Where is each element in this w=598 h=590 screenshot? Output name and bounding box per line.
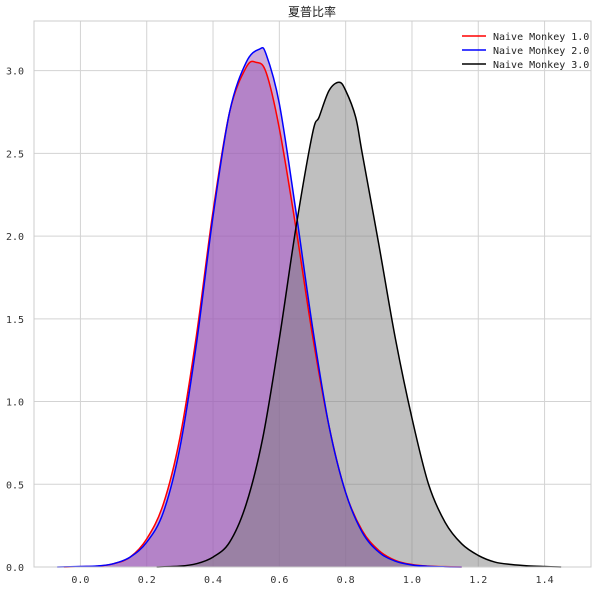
y-tick-label: 0.5 xyxy=(6,480,24,491)
plot-frame xyxy=(33,20,592,568)
legend-label: Naive Monkey 2.0 xyxy=(493,46,589,57)
density-fills xyxy=(57,47,562,567)
x-tick-label: 0.4 xyxy=(204,575,222,586)
series-2-line xyxy=(57,46,462,568)
density-lines xyxy=(57,46,562,568)
x-tick-label: 0.6 xyxy=(270,575,288,586)
y-tick-label: 3.0 xyxy=(6,67,24,78)
legend-label: Naive Monkey 1.0 xyxy=(493,32,589,43)
y-tick-label: 2.5 xyxy=(6,149,24,160)
x-tick-label: 1.0 xyxy=(403,575,421,586)
x-tick-label: 1.4 xyxy=(536,575,554,586)
series-3-area xyxy=(156,82,562,567)
x-tick-label: 0.8 xyxy=(337,575,355,586)
legend-label: Naive Monkey 3.0 xyxy=(493,60,589,71)
series-1-line xyxy=(63,60,462,568)
y-tick-label: 1.5 xyxy=(6,315,24,326)
y-tick-label: 2.0 xyxy=(6,232,24,243)
y-tick-label: 1.0 xyxy=(6,398,24,409)
y-tick-label: 0.0 xyxy=(6,563,24,574)
series-3-line xyxy=(156,81,562,568)
x-tick-label: 0.0 xyxy=(71,575,89,586)
legend: Naive Monkey 1.0 Naive Monkey 2.0 Naive Mo… xyxy=(462,32,589,71)
chart-title: 夏普比率 xyxy=(288,4,336,19)
series-2-area xyxy=(57,47,462,567)
x-tick-label: 0.2 xyxy=(138,575,156,586)
x-tick-label: 1.2 xyxy=(469,575,487,586)
x-axis-ticks: 0.0 0.2 0.4 0.6 0.8 1.0 1.2 1.4 xyxy=(71,575,553,586)
y-axis-ticks: 0.0 0.5 1.0 1.5 2.0 2.5 3.0 xyxy=(6,67,24,574)
